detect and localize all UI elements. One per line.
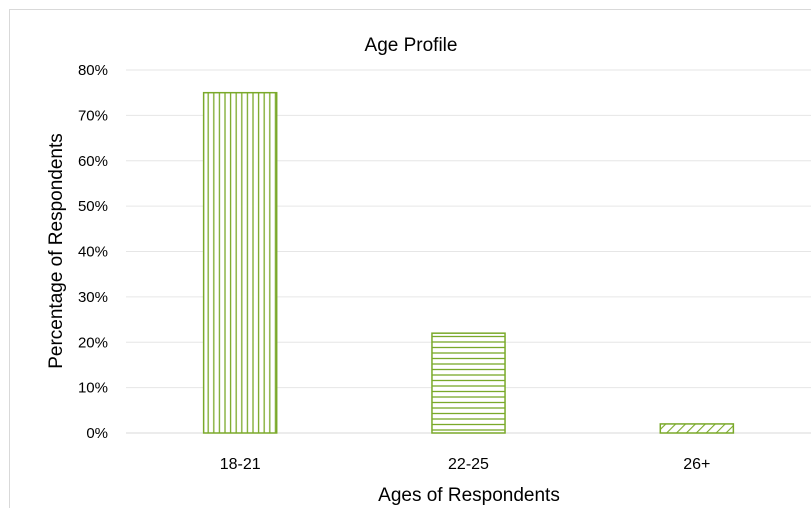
y-tick-label: 20% xyxy=(78,334,108,351)
y-tick-label: 10% xyxy=(78,380,108,397)
y-tick-label: 30% xyxy=(78,289,108,306)
x-tick-label: 26+ xyxy=(683,456,710,473)
x-axis-ticks: 18-21 22-25 26+ xyxy=(220,456,711,473)
bar-18-21 xyxy=(202,91,278,434)
y-tick-label: 80% xyxy=(78,62,108,79)
y-tick-label: 60% xyxy=(78,153,108,170)
y-axis-label: Percentage of Respondents xyxy=(46,133,67,369)
x-tick-label: 22-25 xyxy=(448,456,489,473)
bar-26+ xyxy=(659,423,735,434)
chart-title: Age Profile xyxy=(365,35,458,56)
y-tick-label: 40% xyxy=(78,244,108,261)
bars xyxy=(202,91,735,434)
x-tick-label: 18-21 xyxy=(220,456,261,473)
y-axis-ticks: 0% 10% 20% 30% 40% 50% 60% 70% 80% xyxy=(78,62,108,442)
y-tick-label: 70% xyxy=(78,107,108,124)
x-axis-label: Ages of Respondents xyxy=(378,485,560,506)
y-tick-label: 50% xyxy=(78,198,108,215)
bar-22-25 xyxy=(431,332,506,434)
y-tick-label: 0% xyxy=(86,425,108,442)
